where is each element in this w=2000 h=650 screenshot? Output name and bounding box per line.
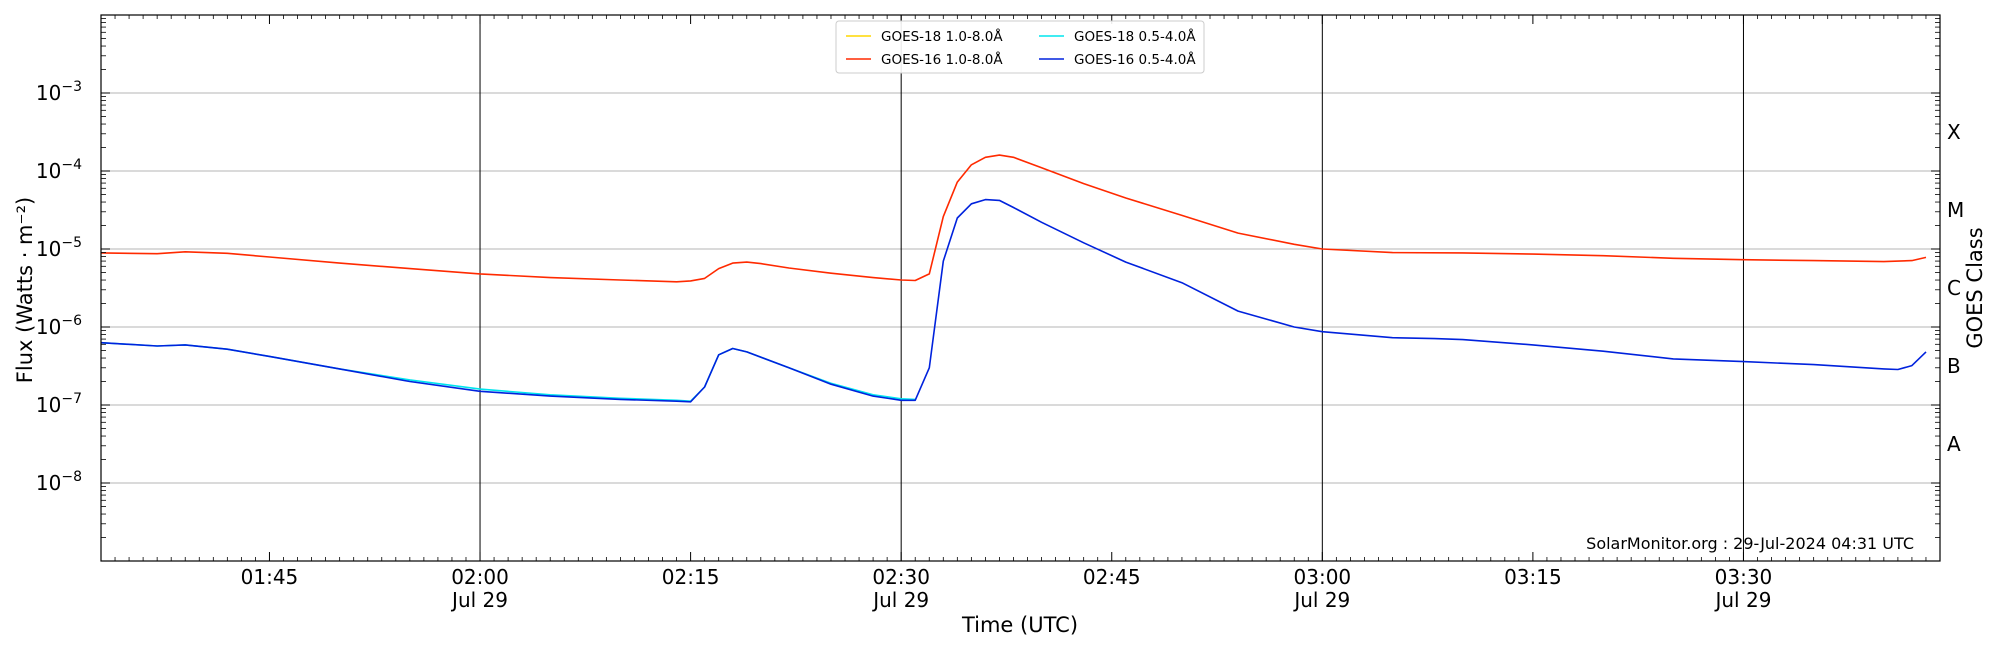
x-tick-label: 02:15	[662, 565, 720, 589]
y-tick-label: 10−7	[36, 391, 82, 417]
y-tick-label: 10−5	[36, 235, 82, 261]
x-tick-date-label: Jul 29	[450, 588, 508, 612]
x-tick-label: 03:00	[1294, 565, 1352, 589]
x-tick-date-label: Jul 29	[1713, 588, 1771, 612]
x-tick-label: 02:00	[451, 565, 509, 589]
y-tick-exponent: −8	[61, 469, 82, 485]
day-boundary-lines	[479, 15, 1744, 561]
y-tick-base: 10	[36, 159, 61, 183]
y-tick-label: 10−8	[36, 469, 82, 495]
x-tick-label: 02:30	[872, 565, 930, 589]
goes-class-label: B	[1947, 354, 1961, 378]
y-tick-base: 10	[36, 237, 61, 261]
y-axis-title-right: GOES Class	[1963, 227, 1987, 348]
gridlines	[101, 92, 1940, 484]
x-tick-date-label: Jul 29	[871, 588, 929, 612]
credit-text: SolarMonitor.org : 29-Jul-2024 04:31 UTC	[1586, 534, 1914, 553]
series-line	[100, 154, 1927, 283]
goes-class-label: M	[1947, 198, 1964, 222]
series-lines	[100, 154, 1927, 403]
y-tick-base: 10	[36, 471, 61, 495]
y-tick-exponent: −6	[61, 313, 82, 329]
series-line	[100, 198, 1927, 403]
y-tick-exponent: −5	[61, 235, 82, 251]
x-tick-label: 02:45	[1083, 565, 1141, 589]
y-tick-exponent: −4	[61, 157, 82, 173]
y-tick-exponent: −7	[61, 391, 82, 407]
y-tick-exponent: −3	[61, 79, 82, 95]
y-axis-title: Flux (Watts · m⁻²)	[13, 197, 37, 383]
legend-label: GOES-18 1.0-8.0Å	[881, 28, 1003, 45]
x-tick-date-label: Jul 29	[1292, 588, 1350, 612]
x-tick-label: 03:30	[1715, 565, 1773, 589]
y-tick-base: 10	[36, 81, 61, 105]
y-tick-label: 10−4	[36, 157, 82, 183]
plot-frame	[100, 14, 1941, 562]
x-tick-label: 01:45	[241, 565, 299, 589]
goes-class-label: A	[1947, 432, 1961, 456]
legend-box	[835, 20, 1205, 74]
legend-label: GOES-16 0.5-4.0Å	[1074, 51, 1196, 68]
legend: GOES-18 1.0-8.0Å GOES-16 1.0-8.0Å GOES-18 …	[835, 20, 1205, 74]
axis-ticks	[100, 14, 1941, 562]
legend-label: GOES-16 1.0-8.0Å	[881, 51, 1003, 68]
y-tick-base: 10	[36, 315, 61, 339]
x-tick-label: 03:15	[1504, 565, 1562, 589]
x-axis-title: Time (UTC)	[961, 613, 1078, 637]
goes-class-label: X	[1947, 120, 1961, 144]
goes-class-label: C	[1947, 276, 1961, 300]
y-tick-base: 10	[36, 393, 61, 417]
legend-label: GOES-18 0.5-4.0Å	[1074, 28, 1196, 45]
y-tick-label: 10−6	[36, 313, 82, 339]
y-tick-label: 10−3	[36, 79, 82, 105]
